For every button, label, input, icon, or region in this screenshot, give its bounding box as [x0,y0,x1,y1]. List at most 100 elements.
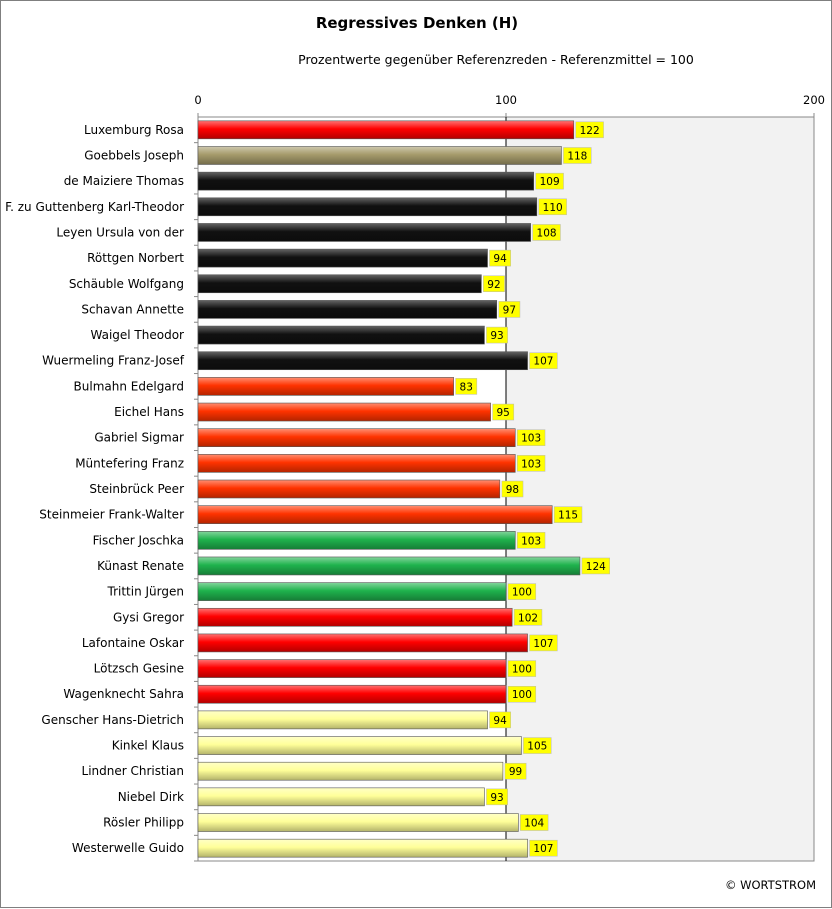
bar [197,171,535,191]
bar [197,274,482,294]
data-label: 93 [490,792,503,804]
bar [197,428,516,447]
bar [197,736,522,755]
data-label: 124 [586,561,606,573]
category-label: Lötzsch Gesine [94,662,184,676]
category-label: Schäuble Wolfgang [69,277,184,291]
category-label: Trittin Jürgen [107,585,184,599]
data-label-box [486,788,508,806]
category-label: Kinkel Klaus [112,739,184,753]
bar [197,402,491,422]
data-label-box [523,737,552,754]
category-label: Gysi Gregor [113,610,184,624]
data-label-box [529,839,558,857]
reference-shade [506,117,814,861]
data-label: 104 [524,818,544,830]
category-label: Fischer Joschka [93,533,184,547]
x-tick-label: 100 [495,93,517,107]
data-label-box [507,685,537,703]
bar [197,813,519,832]
category-label: Schavan Annette [81,302,184,316]
data-label: 110 [543,202,563,214]
data-label: 93 [490,330,503,342]
data-label: 107 [533,356,553,368]
data-label: 94 [493,253,507,265]
bar [197,607,513,627]
data-label: 107 [533,638,553,650]
data-label-box [516,455,546,472]
data-label: 100 [512,664,532,676]
data-label: 108 [537,227,557,239]
data-label-box [516,532,546,549]
category-label: Waigel Theodor [91,328,185,342]
bar [197,223,531,242]
category-label: Gabriel Sigmar [94,431,184,445]
data-label-box [581,557,610,575]
bar [197,325,485,345]
bar [197,300,498,319]
data-label: 95 [497,407,510,419]
bar [197,582,507,601]
category-label: Genscher Hans-Dietrich [41,713,184,727]
bar [197,838,528,858]
data-label-box [575,121,604,139]
plot-area: 0 100 200 Luxemburg Rosa 122 Goebbels Joseph 1… [5,93,825,862]
data-label: 102 [518,612,538,624]
data-label-box [498,301,521,318]
data-label-box [529,352,558,369]
bar [197,787,485,807]
data-label: 94 [493,715,507,727]
bar [197,454,516,473]
category-label: Künast Renate [97,559,184,573]
data-label: 99 [509,766,522,778]
credit-label: © WORTSTROM [725,878,816,892]
bar [197,248,488,268]
category-label: Steinmeier Frank-Walter [39,508,184,522]
data-label-box [538,198,567,216]
category-label: Luxemburg Rosa [84,123,184,137]
category-label: Niebel Dirk [118,790,184,804]
category-label: de Maiziere Thomas [64,174,184,188]
data-label: 109 [540,176,560,188]
x-tick-label: 200 [803,93,825,107]
data-label: 83 [460,381,473,393]
data-label-box [455,378,478,395]
category-label: F. zu Guttenberg Karl-Theodor [5,200,184,214]
data-label: 107 [533,843,553,855]
data-label: 100 [512,587,532,599]
bar [197,684,507,704]
data-label: 122 [580,125,600,137]
data-label-box [563,147,592,164]
category-label: Rösler Philipp [103,816,184,830]
data-label: 118 [567,150,587,162]
bar [197,556,581,576]
data-label: 98 [506,484,519,496]
data-label-box [483,275,505,293]
bar [197,351,528,371]
data-label-box [489,711,511,729]
category-label: Wuermeling Franz-Josef [42,354,185,368]
data-label-box [492,403,515,421]
data-label-box [507,583,537,600]
bar [197,197,538,217]
data-label-box [504,762,527,780]
chart-title: Regressives Denken (H) [316,14,518,32]
bar [197,505,553,524]
bar [197,377,454,396]
data-label-box [501,480,524,498]
data-label: 100 [512,689,532,701]
bar [197,659,507,678]
x-tick-label: 0 [194,93,201,107]
category-label: Müntefering Franz [75,456,184,470]
category-label: Leyen Ursula von der [56,225,184,239]
category-label: Goebbels Joseph [84,148,184,162]
bar [197,120,575,140]
data-label-box [553,506,583,523]
category-label: Steinbrück Peer [89,482,184,496]
category-label: Eichel Hans [114,405,184,419]
data-label: 97 [503,304,516,316]
bar [197,479,501,499]
data-label-box [516,429,546,446]
category-label: Westerwelle Guido [72,841,184,855]
